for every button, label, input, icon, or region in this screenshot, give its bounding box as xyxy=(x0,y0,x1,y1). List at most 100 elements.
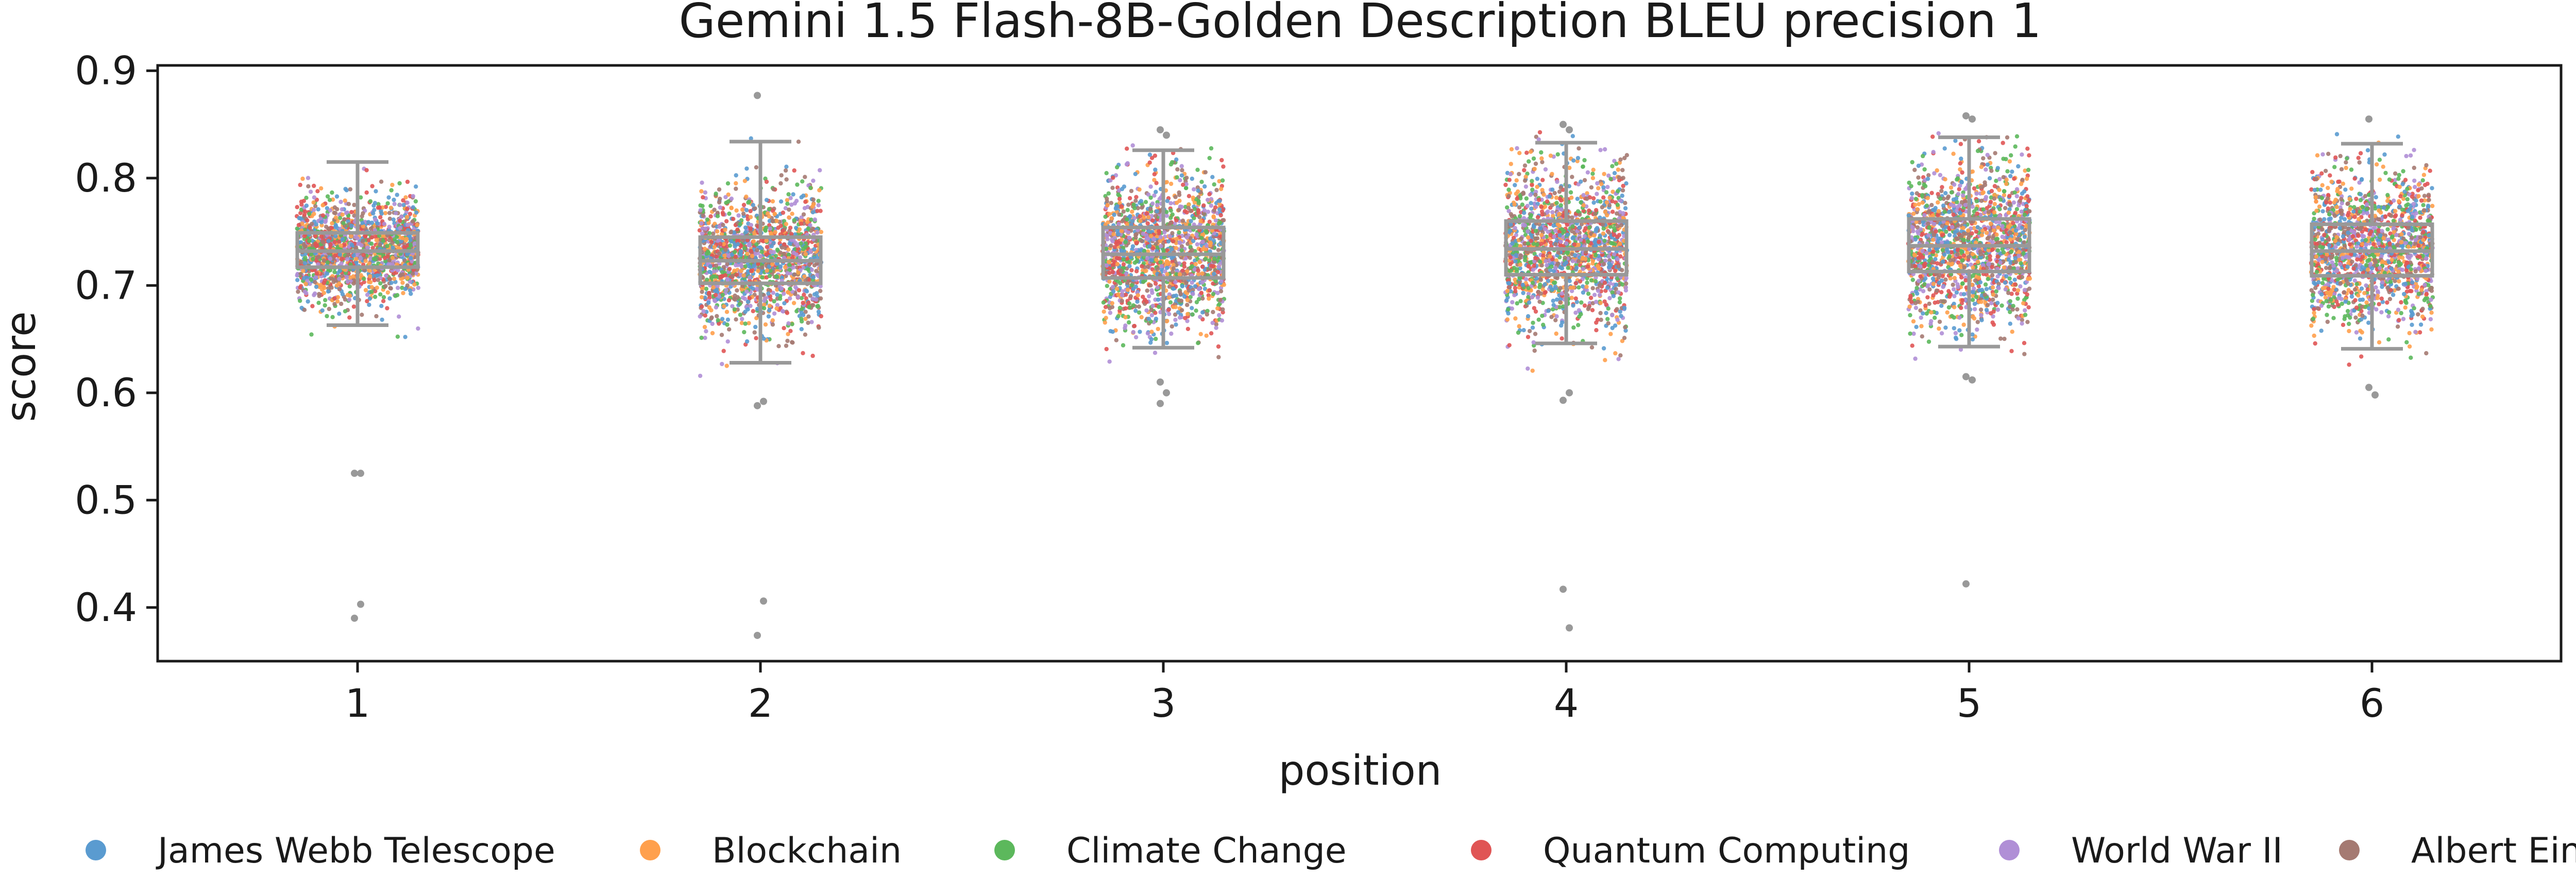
strip-point xyxy=(1150,218,1155,223)
strip-point xyxy=(328,242,333,247)
strip-point xyxy=(714,254,719,259)
strip-point xyxy=(745,299,751,304)
strip-point xyxy=(1189,219,1193,223)
strip-point xyxy=(1104,316,1108,320)
strip-point xyxy=(1139,315,1144,320)
strip-point xyxy=(1554,201,1559,205)
strip-point xyxy=(385,201,390,206)
strip-point xyxy=(1133,335,1139,340)
strip-point xyxy=(723,228,727,232)
strip-point xyxy=(726,298,732,303)
strip-point xyxy=(386,262,391,267)
strip-point xyxy=(803,332,808,337)
strip-point xyxy=(1104,347,1109,352)
strip-point xyxy=(373,234,378,239)
strip-point xyxy=(734,208,739,213)
strip-point xyxy=(1169,331,1174,336)
strip-point xyxy=(315,189,320,194)
strip-point xyxy=(1182,294,1187,299)
strip-point xyxy=(295,273,299,278)
strip-point xyxy=(391,245,395,250)
strip-point xyxy=(404,215,410,219)
strip-point xyxy=(778,199,784,204)
strip-point xyxy=(1166,295,1172,300)
strip-point xyxy=(739,264,744,269)
strip-point xyxy=(705,217,710,222)
strip-point xyxy=(332,270,337,274)
strip-point xyxy=(1159,264,1164,269)
strip-point xyxy=(309,278,314,282)
strip-point xyxy=(704,251,709,256)
strip-point xyxy=(1110,301,1114,305)
strip-point xyxy=(387,277,392,281)
strip-point xyxy=(1136,293,1140,298)
strip-point xyxy=(301,199,306,203)
strip-point xyxy=(368,226,374,231)
strip-point xyxy=(803,175,807,179)
strip-point xyxy=(1182,264,1187,269)
strip-point xyxy=(370,184,375,188)
strip-point xyxy=(1177,240,1182,245)
strip-point xyxy=(1180,168,1184,172)
strip-point xyxy=(706,300,711,305)
strip-point xyxy=(1185,312,1190,317)
strip-point xyxy=(393,294,398,298)
strip-point xyxy=(321,258,326,263)
strip-point xyxy=(1207,192,1212,197)
strip-point xyxy=(717,321,721,326)
strip-point xyxy=(727,211,732,216)
strip-point xyxy=(397,181,402,186)
strip-point xyxy=(733,297,738,302)
strip-point xyxy=(398,218,402,223)
strip-point xyxy=(1216,264,1221,269)
strip-point xyxy=(809,267,814,272)
strip-point xyxy=(771,187,776,192)
strip-point xyxy=(740,238,745,243)
strip-point xyxy=(1123,315,1128,320)
strip-point xyxy=(788,226,793,230)
strip-point xyxy=(387,238,392,243)
strip-point xyxy=(725,262,730,266)
strip-point xyxy=(1170,324,1174,329)
strip-point xyxy=(734,272,739,277)
strip-point xyxy=(1118,268,1124,273)
strip-point xyxy=(361,211,365,216)
strip-point xyxy=(1131,303,1136,308)
strip-point xyxy=(1522,168,1527,172)
strip-point xyxy=(1115,165,1120,169)
strip-point xyxy=(1198,219,1203,223)
strip-point xyxy=(365,245,370,250)
strip-point xyxy=(1149,337,1154,342)
strip-point xyxy=(1174,246,1178,250)
strip-point xyxy=(325,271,330,276)
strip-point xyxy=(1198,332,1203,336)
strip-point xyxy=(1173,195,1178,199)
strip-point xyxy=(725,322,730,327)
strip-point xyxy=(791,250,796,255)
strip-point xyxy=(752,232,757,236)
strip-point xyxy=(295,226,299,231)
strip-point xyxy=(345,279,350,284)
strip-point xyxy=(401,291,405,296)
strip-point xyxy=(321,284,326,289)
strip-point xyxy=(302,209,307,214)
strip-point xyxy=(346,202,351,206)
strip-point xyxy=(1147,152,1153,157)
strip-point xyxy=(703,295,707,300)
strip-point xyxy=(747,264,752,269)
strip-point xyxy=(810,204,815,209)
strip-point xyxy=(720,361,724,367)
strip-point xyxy=(720,292,725,297)
strip-point xyxy=(729,239,734,244)
strip-point xyxy=(749,269,754,273)
strip-point xyxy=(707,295,712,300)
strip-point xyxy=(1101,300,1106,305)
strip-point xyxy=(724,364,729,368)
strip-point xyxy=(1146,317,1151,321)
strip-point xyxy=(1196,286,1201,291)
strip-point xyxy=(1125,287,1130,292)
strip-point xyxy=(803,199,808,204)
strip-point xyxy=(809,320,814,324)
strip-point xyxy=(790,322,794,326)
